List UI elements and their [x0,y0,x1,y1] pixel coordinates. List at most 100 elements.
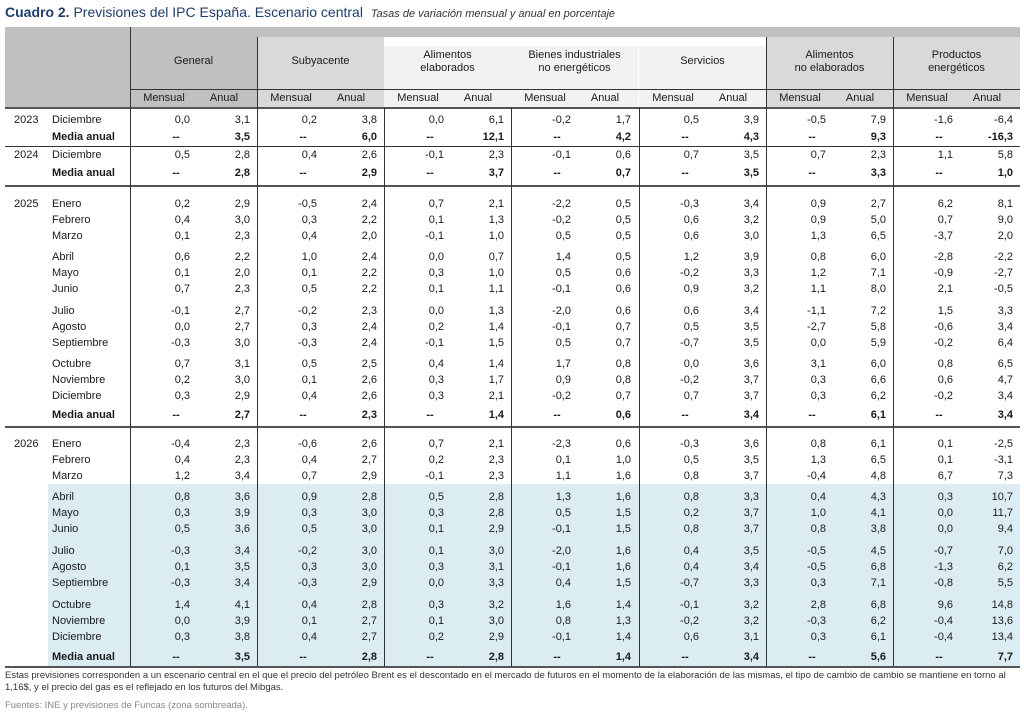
cell-monthly: -- [808,651,816,663]
cell-monthly: -0,2 [680,374,699,386]
cell-annual: 3,0 [234,337,250,349]
cell-annual: 3,6 [743,358,759,370]
cell-annual: 4,7 [997,374,1013,386]
cell-annual: 2,9 [361,470,377,482]
cell-monthly: -2,0 [552,305,571,317]
cell-monthly: 0,0 [174,321,190,333]
cell-monthly: 1,1 [937,149,953,161]
row-month: Septiembre [52,577,109,589]
cell-annual: 3,7 [743,374,759,386]
column-group-label: Bienes industriales no energéticos [511,49,638,75]
vertical-divider [766,37,767,666]
cell-annual: 3,7 [743,523,759,535]
table-row: Diciembre 0,3 2,9 0,4 2,6 0,3 2,1 -0,2 0,7 0,7 3,7… [0,388,1024,404]
cell-monthly: -- [553,651,561,663]
cell-monthly: 0,5 [174,523,190,535]
cell-annual: 0,7 [615,167,631,179]
cell-monthly: -0,7 [934,545,953,557]
cell-annual: 3,4 [997,409,1013,421]
cell-monthly: -0,4 [807,470,826,482]
cell-monthly: -0,1 [425,470,444,482]
subheader-mensual: Mensual [397,92,439,104]
cell-annual: 2,7 [234,321,250,333]
cell-annual: 2,9 [361,167,377,179]
cell-monthly: -0,2 [680,267,699,279]
subheader-anual: Anual [972,92,1002,104]
cell-annual: 3,3 [870,167,886,179]
cell-monthly: 0,0 [428,305,444,317]
cell-annual: 11,7 [992,507,1013,519]
cell-monthly: 0,2 [683,507,699,519]
cell-monthly: 0,1 [937,454,953,466]
subheader-mensual: Mensual [270,92,312,104]
cell-monthly: -2,3 [552,438,571,450]
cell-annual: 3,2 [743,283,759,295]
cell-annual: 0,7 [615,390,631,402]
cell-annual: 3,2 [743,599,759,611]
table-row: 2025 Enero 0,2 2,9 -0,5 2,4 0,7 2,1 -2,2 0,5 -0,3 3… [0,196,1024,212]
cell-monthly: 0,1 [301,615,317,627]
cell-monthly: 1,6 [555,599,571,611]
cell-monthly: 0,3 [810,631,826,643]
column-group-header [130,37,257,107]
cell-monthly: 0,4 [301,230,317,242]
cell-monthly: -0,2 [298,545,317,557]
cell-annual: 2,9 [234,198,250,210]
cell-monthly: 0,4 [174,214,190,226]
cell-annual: 3,3 [743,577,759,589]
cell-annual: 6,1 [870,438,886,450]
cell-annual: 3,5 [234,651,250,663]
cell-monthly: -- [681,131,689,143]
cell-monthly: 0,6 [937,374,953,386]
cell-monthly: -- [172,167,180,179]
cell-annual: 2,2 [234,251,250,263]
cell-annual: 1,5 [615,523,631,535]
cell-annual: 2,4 [361,198,377,210]
row-month: Septiembre [52,337,109,349]
cell-annual: 3,0 [488,615,504,627]
cell-annual: 1,5 [615,507,631,519]
cell-monthly: 0,0 [428,114,444,126]
cell-monthly: -2,8 [934,251,953,263]
cell-monthly: 0,4 [174,454,190,466]
cell-annual: 2,3 [361,305,377,317]
column-group-header [384,46,511,107]
row-month: Marzo [52,470,83,482]
cell-annual: 2,7 [361,631,377,643]
cell-monthly: 0,1 [301,374,317,386]
row-month: Diciembre [52,149,102,161]
cell-monthly: -- [681,167,689,179]
cell-annual: 3,4 [234,545,250,557]
cell-monthly: 0,0 [174,114,190,126]
cell-annual: 2,5 [361,358,377,370]
cell-annual: -2,7 [994,267,1013,279]
column-group-label-line: Productos [931,49,982,61]
cell-monthly: -0,1 [552,561,571,573]
vertical-divider [511,107,512,666]
cell-monthly: -3,7 [934,230,953,242]
cell-annual: 3,9 [743,114,759,126]
vertical-divider [257,37,258,666]
cell-monthly: 0,3 [810,390,826,402]
cell-annual: 0,6 [615,267,631,279]
cell-annual: 3,2 [488,599,504,611]
cell-annual: -6,4 [994,114,1013,126]
cell-monthly: 0,3 [428,267,444,279]
table-row: Febrero 0,4 3,0 0,3 2,2 0,1 1,3 -0,2 0,5 0,6 3,2 0,… [0,212,1024,228]
row-month: Diciembre [52,114,102,126]
cell-monthly: 0,5 [174,149,190,161]
cell-monthly: 0,1 [174,267,190,279]
subheader-anual: Anual [463,92,493,104]
subheader-mensual: Mensual [524,92,566,104]
cell-annual: 6,5 [870,454,886,466]
cell-monthly: 1,3 [555,491,571,503]
cell-monthly: -0,7 [680,577,699,589]
cell-monthly: 0,1 [555,454,571,466]
cell-annual: -2,2 [994,251,1013,263]
cell-annual: 1,5 [488,337,504,349]
cell-monthly: 0,8 [174,491,190,503]
cell-annual: 7,2 [870,305,886,317]
cell-monthly: -- [808,167,816,179]
cell-monthly: 0,2 [301,114,317,126]
cell-monthly: 0,5 [301,358,317,370]
